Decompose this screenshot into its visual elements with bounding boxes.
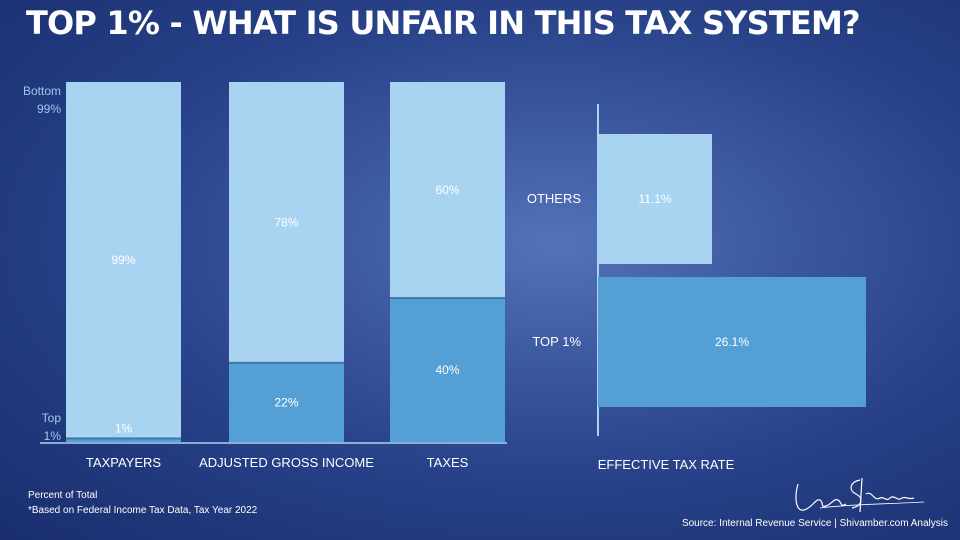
label-bottom99-taxes: 60% — [435, 183, 459, 197]
category-label-taxpayers: TAXPAYERS — [86, 455, 161, 470]
hbar-top-1 — [598, 277, 866, 407]
y-axis-label-top1-line2: 1% — [44, 429, 62, 443]
hbar-category-top-1: TOP 1% — [532, 334, 581, 349]
author-signature — [795, 477, 925, 513]
hbar-category-others: OTHERS — [527, 191, 582, 206]
hbar-others — [598, 134, 712, 264]
footnote-percent: Percent of Total — [28, 490, 98, 501]
bar-top1-taxpayers — [66, 438, 181, 442]
category-label-taxes: TAXES — [427, 455, 469, 470]
bar-top1-adjusted-gross-income — [229, 362, 344, 442]
source-note: Source: Internal Revenue Service | Shiva… — [681, 518, 948, 529]
label-top1-taxes: 40% — [435, 363, 459, 377]
y-axis-label-bottom99-line2: 99% — [37, 102, 61, 116]
label-top1-taxpayers: 1% — [115, 421, 133, 435]
bar-bottom99-adjusted-gross-income — [229, 82, 344, 363]
hbar-label-top-1: 26.1% — [715, 335, 749, 349]
hbar-label-others: 11.1% — [638, 192, 671, 206]
y-axis-label-top1-line1: Top — [42, 411, 62, 425]
bar-top1-taxes — [390, 298, 505, 442]
label-top1-adjusted-gross-income: 22% — [274, 395, 298, 409]
chart-title: TOP 1% - WHAT IS UNFAIR IN THIS TAX SYST… — [26, 4, 861, 42]
h-axis-title: EFFECTIVE TAX RATE — [598, 457, 735, 472]
label-bottom99-taxpayers: 99% — [111, 253, 135, 267]
bar-bottom99-taxes — [390, 82, 505, 298]
footnote-basis: *Based on Federal Income Tax Data, Tax Y… — [28, 505, 258, 516]
y-axis-label-bottom99-line1: Bottom — [23, 84, 61, 98]
category-label-adjusted-gross-income: ADJUSTED GROSS INCOME — [199, 455, 374, 470]
label-bottom99-adjusted-gross-income: 78% — [274, 215, 298, 229]
bar-bottom99-taxpayers — [66, 82, 181, 439]
